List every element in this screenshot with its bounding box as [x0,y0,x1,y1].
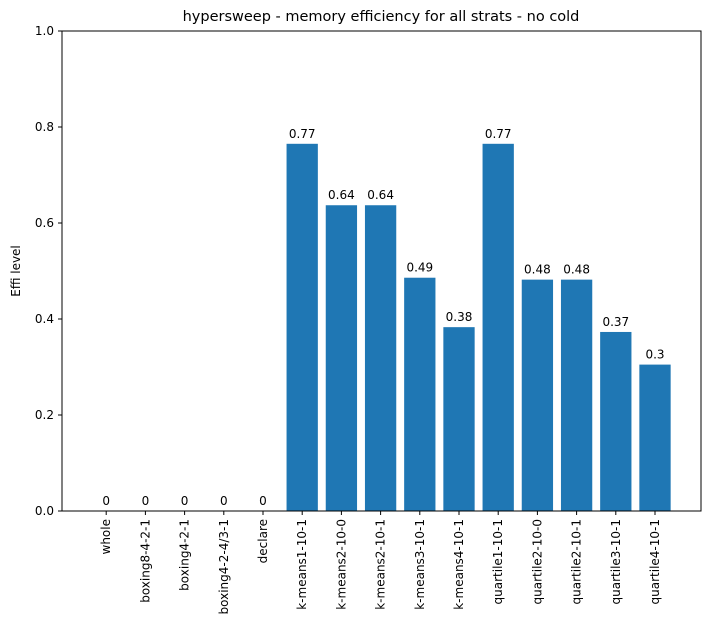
bar-value-label: 0.48 [563,263,590,277]
y-tick-label: 0.6 [35,216,54,230]
bar-quartile4-10-1 [639,364,671,511]
bar-quartile2-10-1 [560,279,593,511]
x-tick-label: quartile2-10-1 [570,519,584,604]
x-tick-label: k-means1-10-1 [295,519,309,610]
bar-k-means4-10-1 [443,327,475,511]
y-tick-label: 1.0 [35,24,54,38]
bar-value-label: 0 [142,494,150,508]
bar-value-label: 0.3 [645,348,664,362]
x-tick-label: quartile2-10-0 [530,519,544,604]
bar-value-label: 0.64 [328,188,355,202]
x-tick-label: boxing4-2-1 [178,519,192,591]
x-axis-ticks: whole boxing8-4-2-1 boxing4-2-1 boxing4-2-4… [99,511,662,614]
x-tick-label: k-means3-10-1 [413,519,427,610]
bar-quartile3-10-1 [600,331,632,511]
bar-value-label: 0.77 [485,127,512,141]
bar-quartile2-10-0 [521,279,554,511]
x-tick-label: boxing8-4-2-1 [138,519,152,603]
y-tick-label: 0.0 [35,504,54,518]
x-tick-label: boxing4-2-4/3-1 [217,519,231,614]
x-tick-label: quartile3-10-1 [609,519,623,604]
y-axis-ticks: 0.0 0.2 0.4 0.6 0.8 1.0 [35,24,62,518]
bar-value-label: 0 [181,494,189,508]
bar-k-means2-10-1 [364,205,397,512]
bar-value-label: 0 [259,494,267,508]
bar-quartile1-10-1 [482,143,514,512]
bars-group [286,143,671,512]
x-tick-label: k-means2-10-1 [374,519,388,610]
bar-k-means3-10-1 [404,277,436,511]
x-tick-label: whole [99,519,113,554]
y-tick-label: 0.8 [35,120,54,134]
y-axis-label: Effi level [9,245,23,297]
plot-frame [61,30,702,512]
bar-value-label: 0 [220,494,228,508]
bar-value-label: 0.49 [406,261,433,275]
bar-value-label: 0.77 [289,127,316,141]
y-tick-label: 0.4 [35,312,54,326]
bar-value-label: 0.38 [446,310,473,324]
bar-value-label: 0 [102,494,110,508]
bar-value-label: 0.48 [524,263,551,277]
x-tick-label: k-means4-10-1 [452,519,466,610]
bar-value-labels-group: 0 0 0 0 0 0.77 0.64 0.64 0.49 0.38 0.77 0.48 0.48 0.3… [102,127,664,508]
bar-value-label: 0.64 [367,188,394,202]
chart-title: hypersweep - memory efficiency for all s… [183,9,580,25]
y-tick-label: 0.2 [35,408,54,422]
x-tick-label: quartile1-10-1 [491,519,505,604]
x-tick-label: declare [256,519,270,563]
x-tick-label: k-means2-10-0 [334,519,348,610]
bar-k-means1-10-1 [286,143,318,512]
bar-value-label: 0.37 [602,315,629,329]
bar-k-means2-10-0 [325,205,358,512]
x-tick-label: quartile4-10-1 [648,519,662,604]
